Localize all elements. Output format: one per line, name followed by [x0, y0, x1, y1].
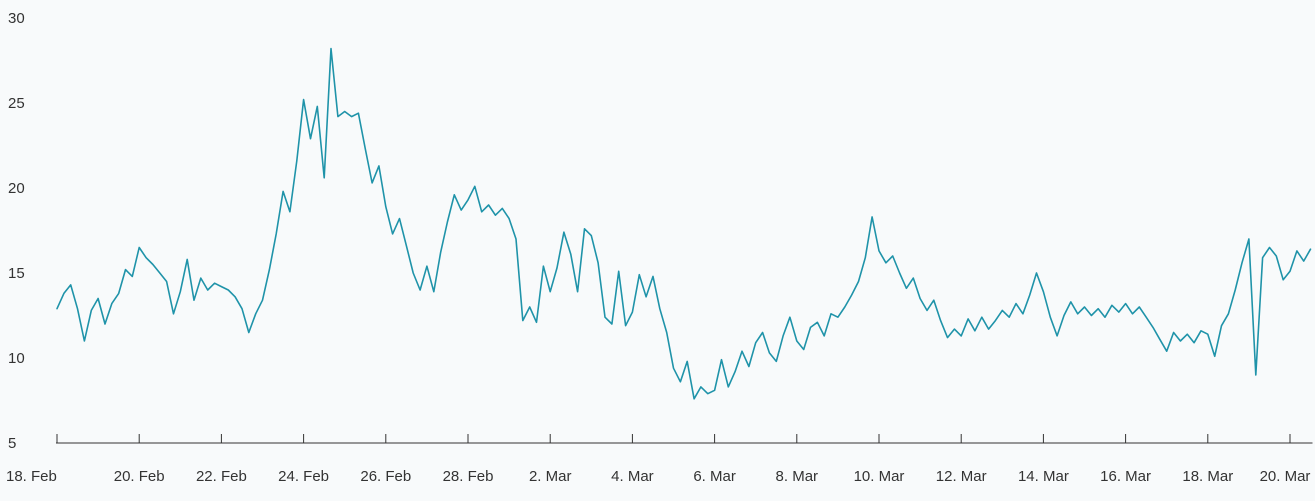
x-tick-label: 20. Mar — [1260, 468, 1311, 485]
series-line — [56, 47, 1312, 400]
y-tick-label: 20 — [8, 180, 25, 197]
x-tick-label: 24. Feb — [278, 468, 329, 485]
x-tick-label: 26. Feb — [360, 468, 411, 485]
x-tick-label: 18. Mar — [1182, 468, 1233, 485]
y-tick-label: 15 — [8, 265, 25, 282]
x-tick-label: 4. Mar — [611, 468, 654, 485]
x-tick-label: 28. Feb — [443, 468, 494, 485]
x-tick-label: 18. Feb — [6, 468, 57, 485]
x-tick-label: 6. Mar — [693, 468, 736, 485]
x-tick-label: 10. Mar — [854, 468, 905, 485]
x-tick-label: 2. Mar — [529, 468, 572, 485]
y-tick-label: 30 — [8, 10, 25, 27]
x-tick-label: 14. Mar — [1018, 468, 1069, 485]
x-tick-label: 22. Feb — [196, 468, 247, 485]
y-tick-label: 10 — [8, 350, 25, 367]
x-tick-label: 20. Feb — [114, 468, 165, 485]
y-tick-label: 5 — [8, 435, 16, 452]
x-tick-label: 16. Mar — [1100, 468, 1151, 485]
x-tick-label: 12. Mar — [936, 468, 987, 485]
x-tick-label: 8. Mar — [776, 468, 819, 485]
y-tick-label: 25 — [8, 95, 25, 112]
